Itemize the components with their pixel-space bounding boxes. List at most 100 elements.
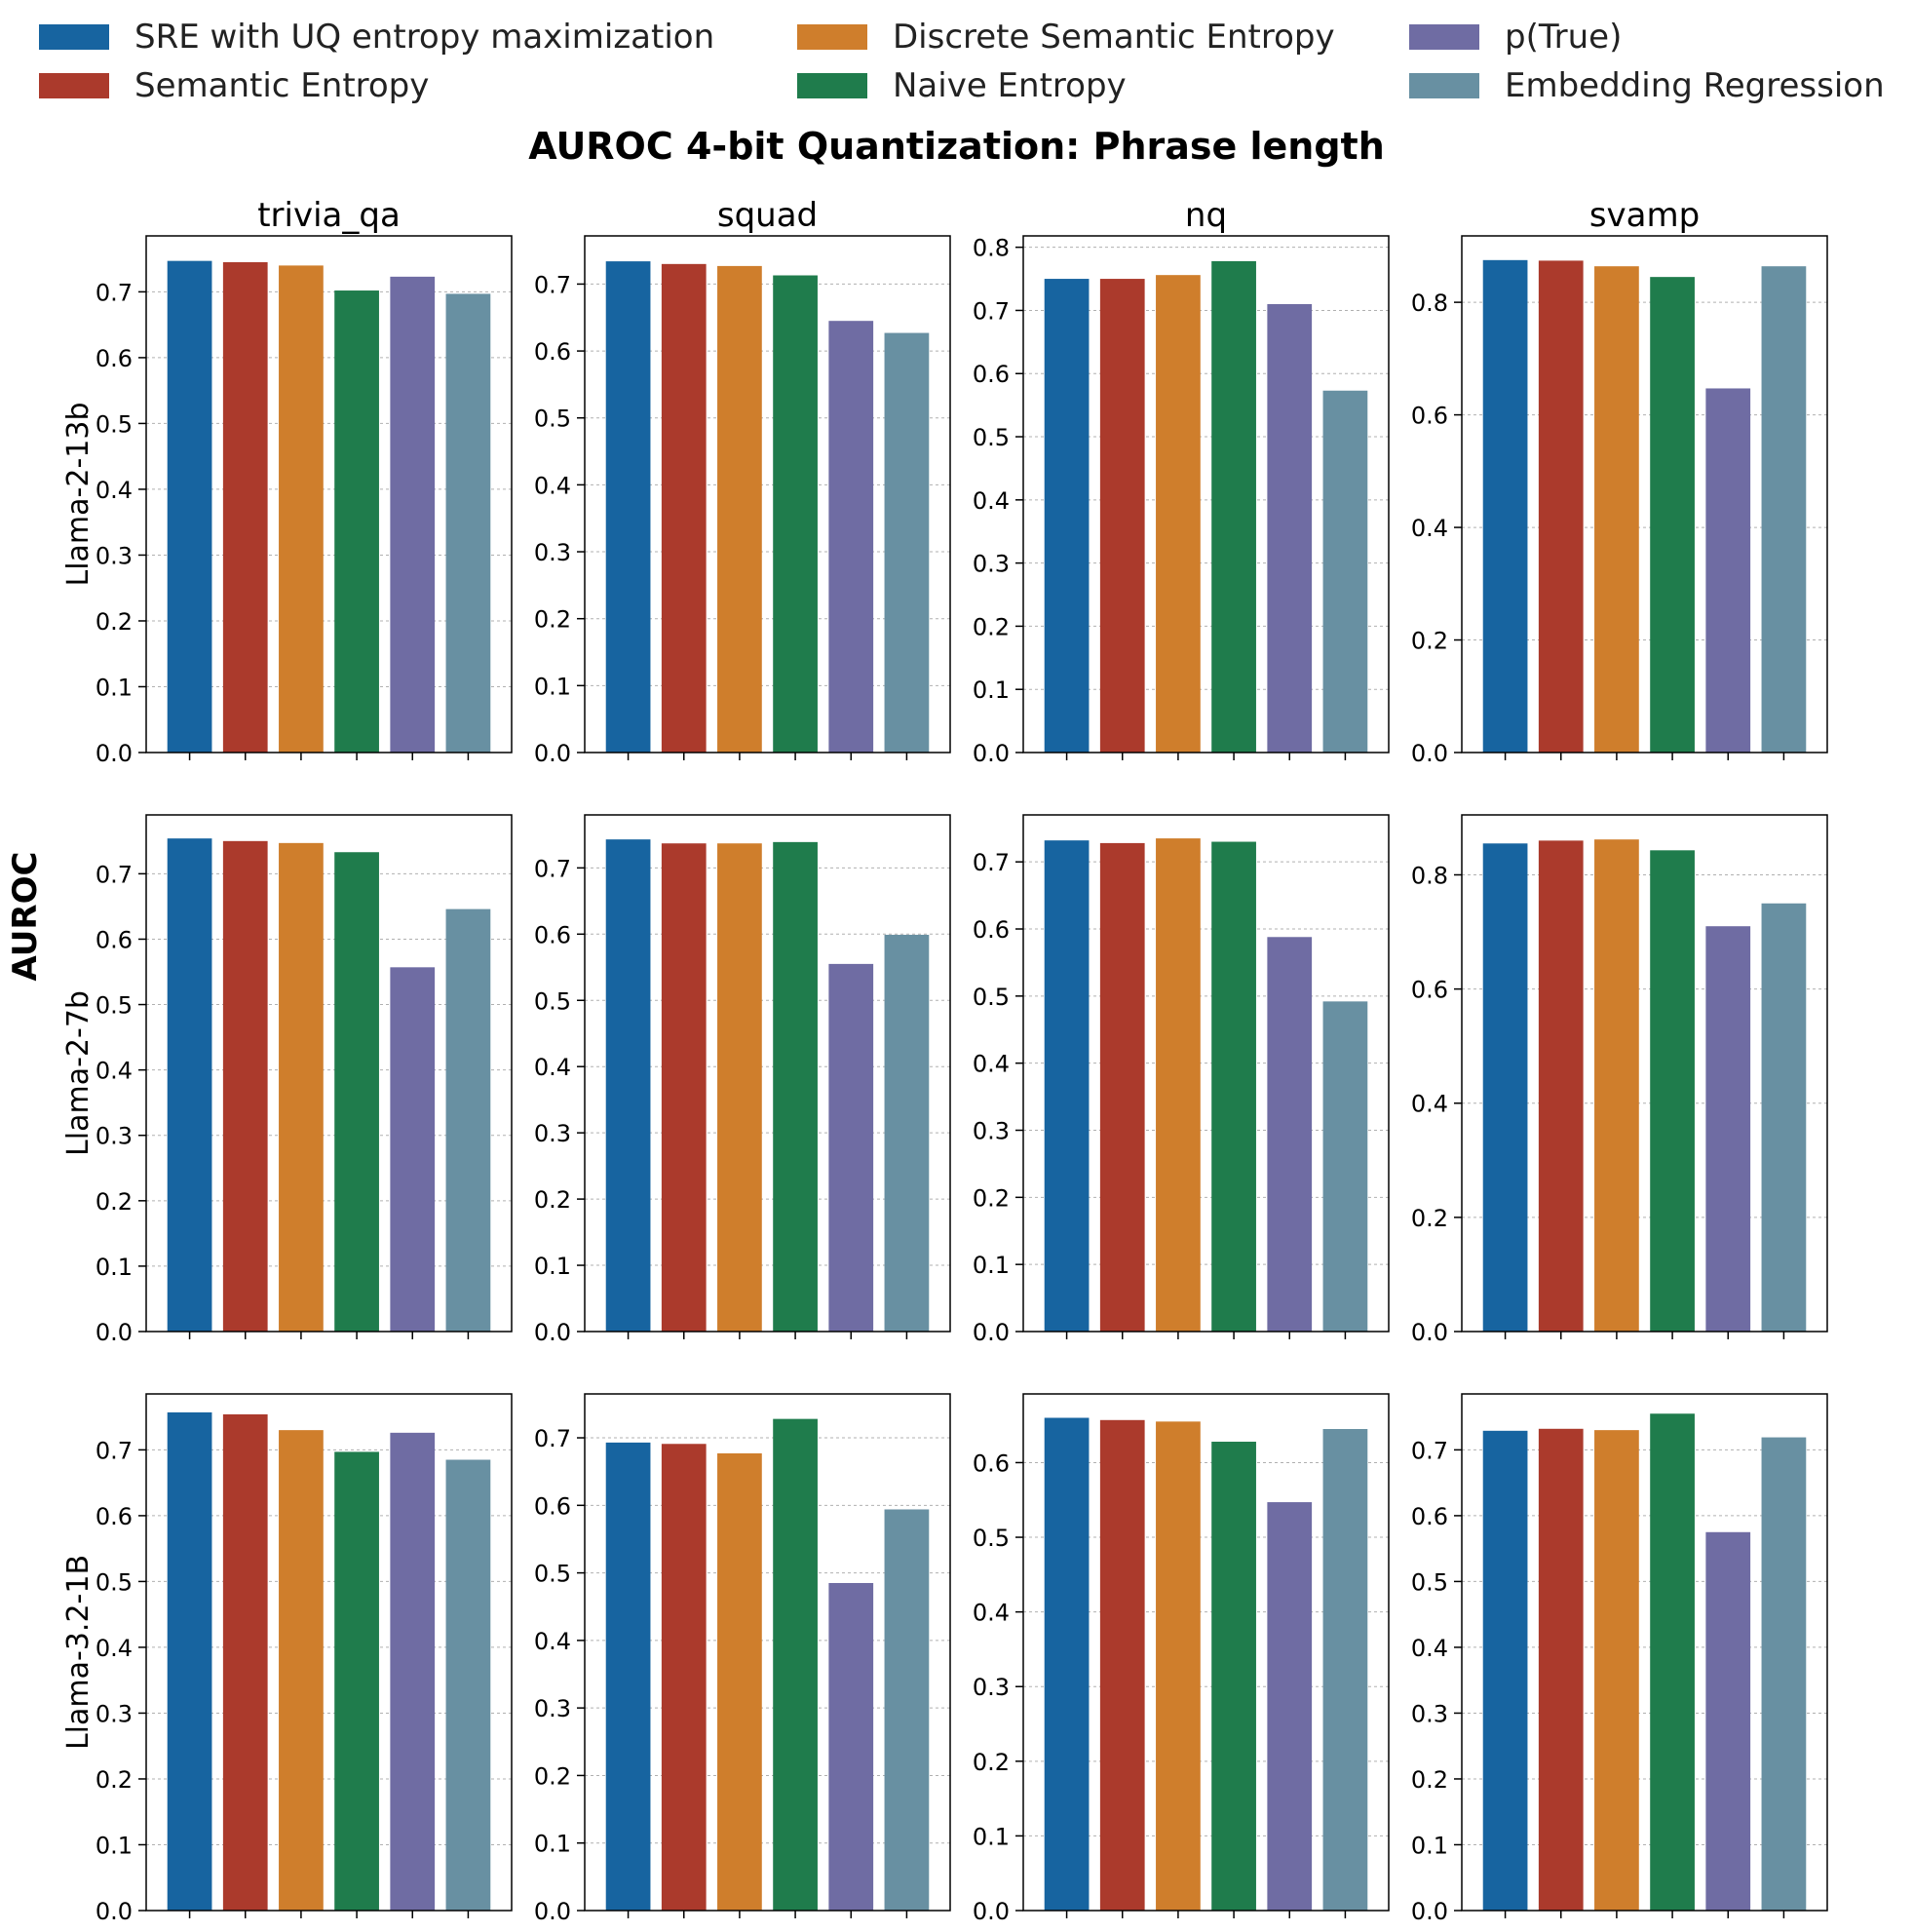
- dataset-title: svamp: [1589, 196, 1700, 235]
- bar: [390, 967, 436, 1332]
- bar: [1538, 260, 1584, 753]
- chart-title: AUROC 4-bit Quantization: Phrase length: [528, 125, 1385, 168]
- y-tick-label: 0.6: [534, 338, 571, 366]
- y-tick-label: 0.0: [534, 1319, 571, 1346]
- y-tick-label: 0.1: [96, 1832, 133, 1859]
- y-tick-label: 0.0: [1411, 1319, 1448, 1346]
- y-tick-label: 0.7: [96, 279, 133, 306]
- y-tick-label: 0.2: [1411, 628, 1448, 655]
- bar: [661, 1444, 707, 1911]
- y-tick-label: 0.1: [534, 673, 571, 700]
- model-label: Llama-2-13b: [61, 403, 96, 587]
- y-tick-label: 0.2: [1411, 1205, 1448, 1232]
- y-tick-label: 0.7: [534, 271, 571, 298]
- bar: [1267, 937, 1313, 1332]
- y-tick-label: 0.4: [973, 487, 1010, 515]
- y-tick-label: 0.4: [96, 1635, 133, 1662]
- bar: [279, 1430, 324, 1911]
- y-tick-label: 0.8: [1411, 862, 1448, 889]
- y-tick-label: 0.5: [96, 992, 133, 1020]
- bar: [1211, 1442, 1256, 1911]
- bar: [1482, 259, 1528, 753]
- y-tick-label: 0.3: [96, 1700, 133, 1727]
- y-tick-label: 0.7: [534, 1425, 571, 1452]
- y-tick-label: 0.7: [973, 297, 1010, 325]
- bar: [445, 1459, 491, 1911]
- bar: [773, 1418, 818, 1911]
- bar: [773, 275, 818, 753]
- legend: SRE with UQ entropy maximization Discret…: [0, 0, 1913, 117]
- bar: [1650, 1413, 1695, 1911]
- legend-swatch: [797, 24, 867, 50]
- bar: [1044, 279, 1090, 753]
- y-tick-label: 0.4: [96, 1058, 133, 1085]
- bar: [1482, 843, 1528, 1332]
- bar: [1322, 1001, 1368, 1332]
- bar: [390, 1432, 436, 1911]
- y-tick-label: 0.8: [973, 235, 1010, 262]
- y-tick-label: 0.5: [96, 1568, 133, 1596]
- bar: [828, 321, 874, 753]
- y-tick-label: 0.3: [96, 542, 133, 569]
- bar: [222, 840, 268, 1332]
- panel-frame: [584, 1393, 951, 1912]
- bar: [1761, 266, 1807, 753]
- bar: [1044, 1417, 1090, 1911]
- y-tick-label: 0.4: [534, 1628, 571, 1655]
- legend-swatch: [1409, 73, 1479, 98]
- y-tick-label: 0.0: [96, 1898, 133, 1925]
- y-tick-label: 0.5: [973, 984, 1010, 1011]
- bar: [1538, 1428, 1584, 1911]
- bar: [1156, 1421, 1201, 1911]
- bar: [1044, 840, 1090, 1332]
- bar: [390, 276, 436, 753]
- bar: [884, 1509, 930, 1911]
- y-tick-label: 0.5: [534, 987, 571, 1015]
- dataset-title: squad: [717, 196, 818, 235]
- bar: [1322, 390, 1368, 753]
- y-tick-label: 0.3: [973, 1118, 1010, 1145]
- y-tick-label: 0.0: [973, 1319, 1010, 1346]
- bar: [773, 841, 818, 1332]
- panel-frame: [1461, 235, 1828, 753]
- y-tick-label: 0.6: [1411, 977, 1448, 1004]
- y-tick-label: 0.0: [973, 1898, 1010, 1925]
- y-tick-label: 0.5: [534, 406, 571, 433]
- y-tick-label: 0.1: [973, 676, 1010, 704]
- legend-label: SRE with UQ entropy maximization: [134, 18, 715, 57]
- bar: [605, 1442, 651, 1911]
- y-tick-label: 0.0: [534, 1898, 571, 1925]
- y-tick-label: 0.2: [96, 608, 133, 636]
- bar: [884, 934, 930, 1332]
- y-tick-label: 0.7: [96, 1437, 133, 1464]
- y-tick-label: 0.7: [973, 849, 1010, 876]
- y-tick-label: 0.0: [973, 740, 1010, 767]
- y-tick-label: 0.1: [534, 1253, 571, 1280]
- y-tick-label: 0.2: [534, 606, 571, 634]
- y-tick-label: 0.6: [1411, 1503, 1448, 1530]
- dataset-title: nq: [1185, 196, 1227, 235]
- y-tick-label: 0.1: [973, 1823, 1010, 1850]
- bar: [1099, 279, 1145, 753]
- bar: [1705, 388, 1751, 753]
- bar: [334, 1451, 379, 1911]
- bar: [334, 290, 379, 753]
- legend-item: Embedding Regression: [1409, 66, 1885, 105]
- bar: [445, 908, 491, 1332]
- y-tick-label: 0.3: [534, 1120, 571, 1147]
- legend-item: Semantic Entropy: [39, 66, 429, 105]
- bar: [828, 1582, 874, 1911]
- bar: [1705, 1531, 1751, 1911]
- panel-frame: [145, 235, 513, 753]
- bar: [1267, 1502, 1313, 1911]
- bar: [1156, 838, 1201, 1332]
- bar: [1099, 842, 1145, 1332]
- y-tick-label: 0.7: [96, 861, 133, 888]
- y-tick-label: 0.5: [973, 424, 1010, 451]
- bar: [445, 293, 491, 753]
- y-tick-label: 0.6: [96, 1503, 133, 1530]
- bar: [717, 843, 762, 1332]
- panel-frame: [145, 814, 513, 1333]
- legend-swatch: [39, 73, 109, 98]
- model-label: Llama-3.2-1B: [61, 1555, 96, 1750]
